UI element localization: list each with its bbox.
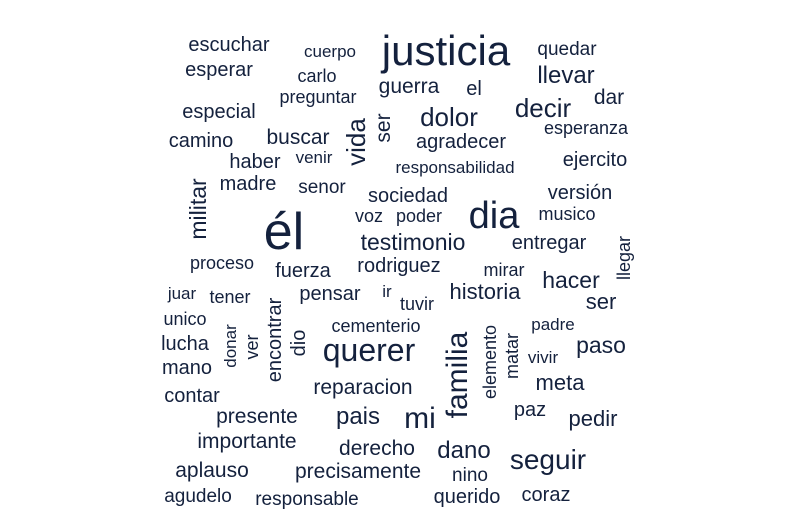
word-26: militar	[185, 178, 211, 240]
word-79: agudelo	[164, 486, 232, 507]
word-80: responsable	[255, 489, 359, 510]
word-12: decir	[515, 93, 572, 123]
word-37: proceso	[190, 253, 254, 273]
word-66: reparacion	[313, 376, 412, 399]
word-49: unico	[163, 309, 206, 329]
word-46: historia	[450, 279, 522, 304]
word-2: justicia	[380, 27, 511, 74]
word-57: ver	[242, 334, 262, 359]
word-44: pensar	[299, 283, 360, 305]
word-45: ir	[382, 282, 392, 301]
word-67: pais	[336, 403, 380, 430]
word-14: ser	[372, 113, 395, 142]
word-15: vida	[341, 118, 371, 166]
word-31: voz	[355, 206, 383, 226]
word-29: él	[264, 203, 304, 261]
word-23: responsabilidad	[395, 158, 514, 177]
word-20: haber	[229, 151, 280, 173]
word-54: familia	[441, 331, 474, 418]
word-53: donar	[221, 324, 240, 368]
word-34: testimonio	[361, 229, 466, 255]
word-16: esperanza	[544, 118, 629, 138]
word-75: seguir	[510, 444, 586, 475]
word-17: camino	[169, 130, 233, 152]
word-9: el	[466, 78, 482, 100]
word-58: dio	[288, 330, 310, 357]
word-50: encontrar	[264, 297, 286, 382]
word-0: escuchar	[188, 34, 269, 56]
word-40: mirar	[484, 260, 525, 280]
word-56: lucha	[161, 333, 210, 355]
word-64: meta	[536, 370, 586, 395]
word-19: agradecer	[416, 131, 506, 153]
word-69: paz	[514, 399, 546, 421]
word-42: juar	[167, 284, 197, 303]
word-74: dano	[437, 437, 490, 464]
word-48: tuvir	[400, 294, 434, 314]
word-35: entregar	[512, 232, 587, 254]
word-7: preguntar	[279, 87, 356, 107]
word-3: quedar	[537, 39, 597, 60]
word-71: pedir	[569, 406, 618, 431]
word-70: presente	[216, 405, 298, 428]
word-18: buscar	[266, 126, 329, 149]
word-36: llegar	[614, 236, 634, 280]
word-76: aplauso	[175, 459, 249, 482]
word-41: hacer	[542, 267, 600, 293]
word-51: cementerio	[331, 316, 420, 336]
word-5: carlo	[297, 66, 336, 86]
word-47: ser	[586, 289, 617, 314]
word-82: coraz	[522, 484, 571, 506]
word-65: contar	[164, 385, 220, 407]
word-13: dolor	[420, 102, 478, 132]
word-22: ejercito	[563, 149, 627, 171]
word-39: rodriguez	[357, 255, 440, 277]
word-63: mano	[162, 357, 212, 379]
word-28: versión	[548, 182, 612, 204]
word-1: cuerpo	[304, 42, 356, 61]
word-81: querido	[434, 486, 501, 508]
word-4: esperar	[185, 59, 253, 81]
word-11: especial	[182, 101, 255, 123]
word-77: precisamente	[295, 460, 421, 483]
word-52: padre	[531, 315, 574, 334]
word-68: mi	[404, 402, 436, 435]
word-8: guerra	[379, 75, 440, 98]
word-21: venir	[296, 148, 333, 167]
word-30: dia	[469, 195, 521, 237]
word-25: senor	[298, 177, 346, 198]
word-6: llevar	[537, 62, 594, 89]
word-27: sociedad	[368, 185, 448, 207]
word-38: fuerza	[275, 260, 331, 282]
word-73: derecho	[339, 437, 415, 460]
word-33: musico	[538, 204, 595, 224]
word-32: poder	[396, 206, 442, 226]
word-10: dar	[594, 86, 624, 109]
word-72: importante	[197, 430, 296, 453]
word-61: paso	[576, 332, 626, 358]
word-43: tener	[209, 287, 250, 307]
word-59: querer	[323, 332, 416, 368]
word-24: madre	[220, 173, 277, 195]
word-62: vivir	[528, 348, 559, 367]
word-60: matar	[502, 333, 522, 379]
word-55: elemento	[480, 325, 500, 399]
word-78: nino	[452, 465, 488, 486]
